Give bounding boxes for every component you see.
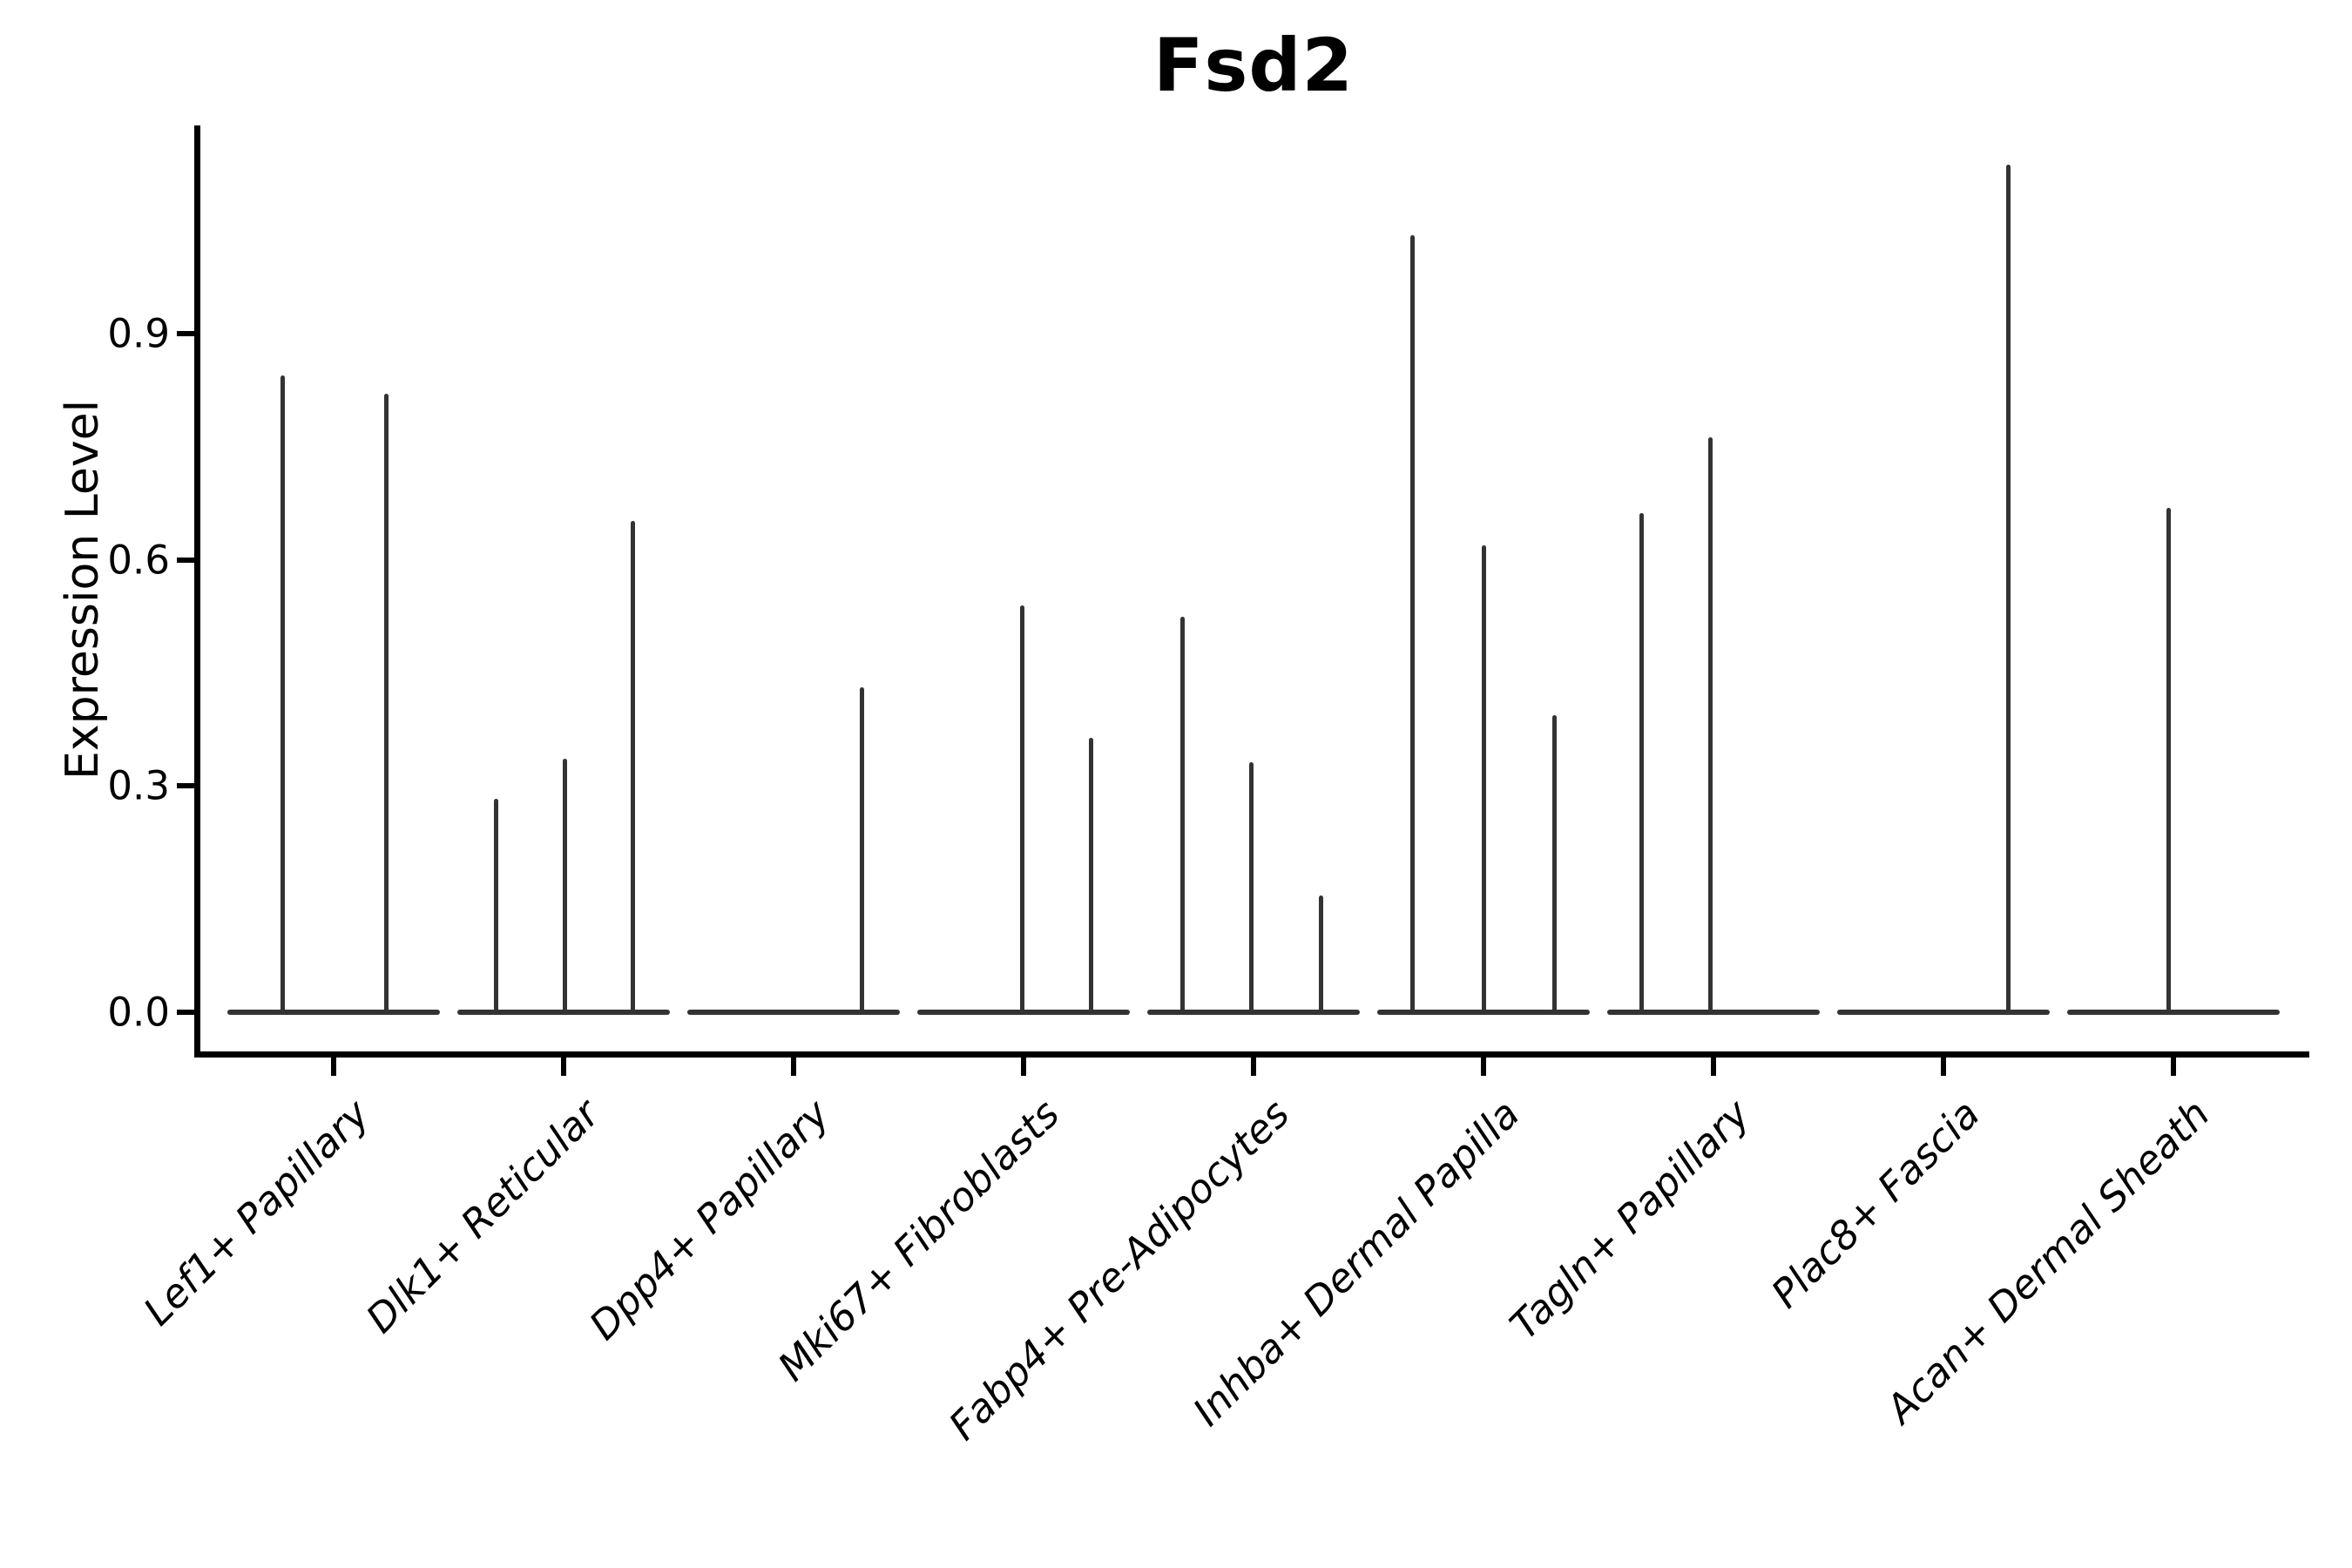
violin-baseline bbox=[1607, 1010, 1820, 1015]
violin-spike bbox=[280, 375, 286, 1014]
x-tick-label: Lef1+ Papillary bbox=[134, 1091, 379, 1335]
violin-spike bbox=[1020, 605, 1025, 1014]
x-tick-mark bbox=[1251, 1057, 1256, 1076]
violin-spike bbox=[1180, 616, 1186, 1014]
x-tick-mark bbox=[2171, 1057, 2176, 1076]
y-tick-mark bbox=[177, 1010, 200, 1015]
y-tick-label: 0.9 bbox=[107, 310, 170, 357]
x-tick-mark bbox=[331, 1057, 336, 1076]
plot-title: Fsd2 bbox=[1153, 23, 1354, 108]
violin-spike bbox=[2166, 507, 2172, 1014]
violin-spike bbox=[1707, 436, 1713, 1014]
y-tick-label: 0.0 bbox=[107, 989, 170, 1036]
x-tick-mark bbox=[791, 1057, 796, 1076]
violin-spike bbox=[1089, 737, 1094, 1014]
violin-spike bbox=[1639, 512, 1644, 1014]
y-axis-spine bbox=[194, 125, 200, 1058]
violin-baseline bbox=[2067, 1010, 2280, 1015]
x-tick-label: Dlk1+ Reticular bbox=[357, 1091, 609, 1342]
y-axis-label: Expression Level bbox=[57, 399, 109, 781]
violin-spike bbox=[1551, 714, 1557, 1014]
y-tick-mark bbox=[177, 330, 200, 336]
x-tick-label: Dpp4+ Papillary bbox=[580, 1091, 839, 1349]
x-axis-spine bbox=[194, 1051, 2309, 1058]
violin-spike bbox=[384, 394, 389, 1014]
violin-spike bbox=[562, 759, 567, 1014]
x-tick-mark bbox=[1941, 1057, 1946, 1076]
x-tick-label: Plac8+ Fascia bbox=[1761, 1091, 1989, 1317]
y-tick-label: 0.3 bbox=[107, 762, 170, 809]
y-tick-mark bbox=[177, 783, 200, 789]
x-tick-mark bbox=[561, 1057, 566, 1076]
violin-baseline bbox=[227, 1010, 440, 1015]
x-tick-mark bbox=[1481, 1057, 1486, 1076]
x-tick-mark bbox=[1021, 1057, 1026, 1076]
y-tick-label: 0.6 bbox=[107, 537, 170, 584]
violin-spike bbox=[860, 686, 865, 1014]
violin-spike bbox=[1410, 234, 1416, 1014]
violin-baseline bbox=[687, 1010, 900, 1015]
violin-spike bbox=[493, 799, 498, 1014]
violin-spike bbox=[2006, 165, 2011, 1014]
violin-spike bbox=[1318, 895, 1323, 1014]
x-tick-mark bbox=[1711, 1057, 1716, 1076]
violin-spike bbox=[1481, 545, 1486, 1014]
violin-spike bbox=[631, 520, 636, 1014]
violin-baseline bbox=[1837, 1010, 2050, 1015]
y-tick-mark bbox=[177, 557, 200, 563]
x-tick-label: Tagln+ Papillary bbox=[1500, 1091, 1759, 1348]
violin-spike bbox=[1249, 761, 1254, 1014]
